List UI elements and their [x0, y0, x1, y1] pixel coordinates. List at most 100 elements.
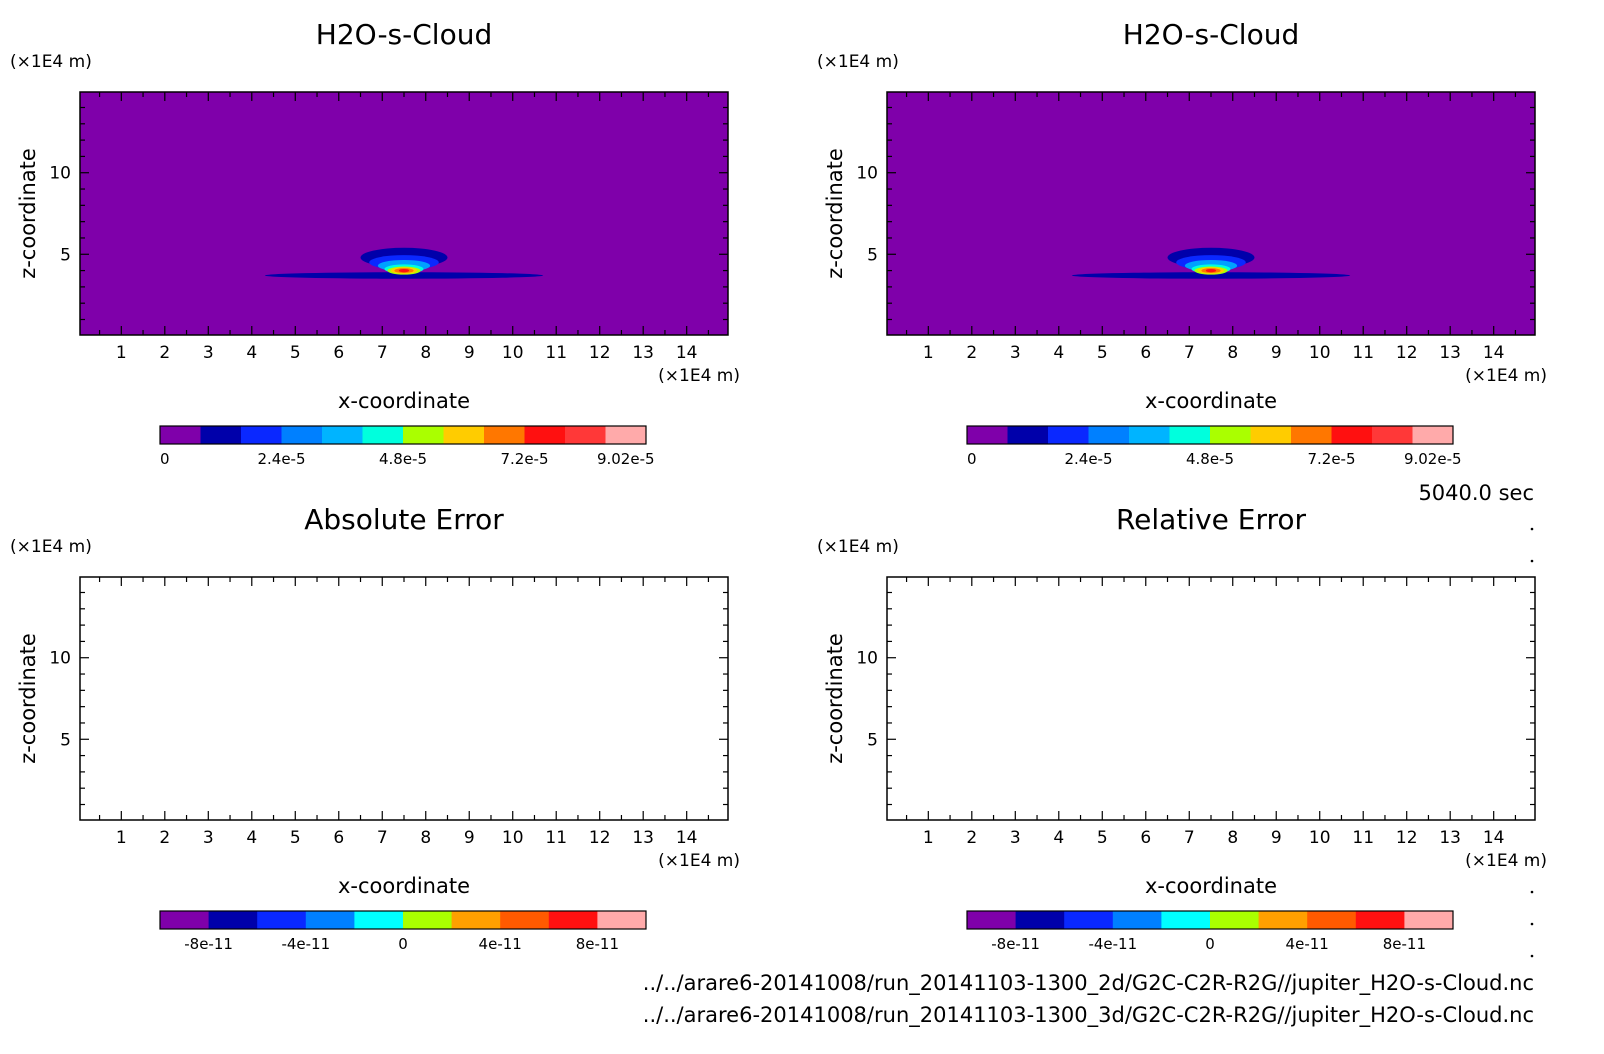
- colorbar-tick-label: 0: [1205, 935, 1215, 953]
- colorbar-segment: [322, 426, 363, 444]
- x-tick-label: 9: [464, 828, 475, 848]
- x-tick-label: 9: [464, 343, 475, 363]
- colorbar-segment: [443, 426, 485, 444]
- x-tick-label: 6: [333, 828, 344, 848]
- x-tick-label: 5: [1097, 828, 1108, 848]
- x-tick-label: 3: [203, 828, 214, 848]
- colorbar-frame: [159, 425, 647, 445]
- x-tick-label: 14: [676, 343, 698, 363]
- x-tick-label: 10: [502, 828, 524, 848]
- colorbar-segment: [1088, 426, 1130, 444]
- colorbar-segment: [354, 911, 404, 929]
- x-unit-label: (×1E4 m): [1465, 851, 1547, 871]
- y-tick-label: 5: [867, 245, 878, 265]
- x-tick-label: 3: [1010, 828, 1021, 848]
- colorbar-segment: [1412, 426, 1454, 444]
- colorbar-segment: [257, 911, 307, 929]
- x-unit-label: (×1E4 m): [658, 851, 740, 871]
- colorbar-segment: [1015, 911, 1065, 929]
- x-tick-label: 14: [676, 828, 698, 848]
- x-tick-label: 13: [632, 828, 654, 848]
- colorbar-segment: [403, 426, 444, 444]
- colorbar-segment: [1129, 426, 1170, 444]
- x-tick-label: 12: [589, 343, 611, 363]
- x-axis-label: x-coordinate: [1145, 874, 1277, 898]
- colorbar-tick-label: 0: [398, 935, 408, 953]
- contour-level-8: [1205, 268, 1217, 273]
- plot-background: [887, 577, 1535, 820]
- x-unit-label: (×1E4 m): [658, 366, 740, 386]
- y-axis-label: z-coordinate: [823, 633, 847, 764]
- contour-level-1: [1071, 272, 1351, 279]
- panel-title: Absolute Error: [304, 503, 504, 536]
- x-axis-label: x-coordinate: [338, 389, 470, 413]
- y-tick-label: 10: [49, 164, 71, 184]
- y-tick-label: 10: [856, 164, 878, 184]
- colorbar-segment: [967, 911, 1017, 929]
- y-tick-label: 5: [60, 245, 71, 265]
- x-tick-label: 6: [1140, 828, 1151, 848]
- edge-dot: [1530, 858, 1534, 862]
- colorbar-segment: [597, 911, 647, 929]
- colorbar-segment: [1250, 426, 1292, 444]
- colorbar-frame: [966, 910, 1454, 930]
- colorbar-tick-label: 9.02e-5: [597, 450, 655, 468]
- colorbar-tick-label: 4e-11: [479, 935, 522, 953]
- x-axis-label: x-coordinate: [338, 874, 470, 898]
- contour-level-1: [264, 272, 544, 279]
- colorbar-tick-label: 0: [967, 450, 977, 468]
- panel-4: Relative Error(×1E4 m)1 2 3 4 5 6 7 8 9 10 11 12 13 1…: [817, 503, 1547, 953]
- plot-background: [80, 92, 728, 335]
- x-tick-label: 14: [1483, 343, 1505, 363]
- colorbar-tick-label: -4e-11: [1088, 935, 1137, 953]
- colorbar-tick-label: 0: [160, 450, 170, 468]
- x-tick-label: 12: [1396, 343, 1418, 363]
- colorbar-segment: [305, 911, 355, 929]
- colorbar-frame: [159, 910, 647, 930]
- colorbar-segment: [1169, 426, 1211, 444]
- colorbar-segment: [1331, 426, 1373, 444]
- colorbar-segment: [1404, 911, 1454, 929]
- x-tick-label: 5: [290, 828, 301, 848]
- colorbar-segment: [1112, 911, 1162, 929]
- x-axis-label: x-coordinate: [1145, 389, 1277, 413]
- y-tick-label: 5: [867, 730, 878, 750]
- x-tick-label: 4: [1053, 828, 1064, 848]
- x-tick-label: 9: [1271, 828, 1282, 848]
- x-tick-label: 11: [1352, 343, 1374, 363]
- colorbar-frame: [966, 425, 1454, 445]
- colorbar-tick-label: 8e-11: [1383, 935, 1426, 953]
- y-tick-label: 5: [60, 730, 71, 750]
- colorbar-segment: [565, 426, 606, 444]
- colorbar-tick-label: 7.2e-5: [500, 450, 548, 468]
- x-tick-label: 1: [116, 828, 127, 848]
- x-tick-label: 7: [377, 343, 388, 363]
- colorbar-segment: [1210, 911, 1260, 929]
- panel-3: Absolute Error(×1E4 m)1 2 3 4 5 6 7 8 9 10 11 12 13 1…: [10, 503, 740, 953]
- colorbar-segment: [548, 911, 598, 929]
- x-tick-label: 2: [159, 828, 170, 848]
- x-tick-label: 4: [246, 343, 257, 363]
- file-path-line: ../../arare6-20141008/run_20141103-1300_…: [643, 971, 1534, 996]
- colorbar-tick-label: -4e-11: [281, 935, 330, 953]
- colorbar-tick-label: 8e-11: [576, 935, 619, 953]
- x-tick-label: 1: [923, 343, 934, 363]
- colorbar-segment: [1258, 911, 1308, 929]
- edge-dot: [1530, 890, 1534, 894]
- x-unit-label: (×1E4 m): [1465, 366, 1547, 386]
- contour-level-8: [398, 268, 410, 273]
- colorbar-tick-label: 2.4e-5: [257, 450, 305, 468]
- colorbar-segment: [160, 426, 201, 444]
- colorbar-tick-label: 4.8e-5: [379, 450, 427, 468]
- x-tick-label: 5: [1097, 343, 1108, 363]
- y-unit-label: (×1E4 m): [10, 52, 92, 72]
- x-tick-label: 5: [290, 343, 301, 363]
- colorbar-segment: [484, 426, 525, 444]
- colorbar-segment: [1210, 426, 1251, 444]
- panel-title: H2O-s-Cloud: [316, 18, 492, 51]
- x-tick-label: 1: [923, 828, 934, 848]
- colorbar-segment: [1372, 426, 1413, 444]
- y-axis-label: z-coordinate: [16, 148, 40, 279]
- colorbar-segment: [967, 426, 1008, 444]
